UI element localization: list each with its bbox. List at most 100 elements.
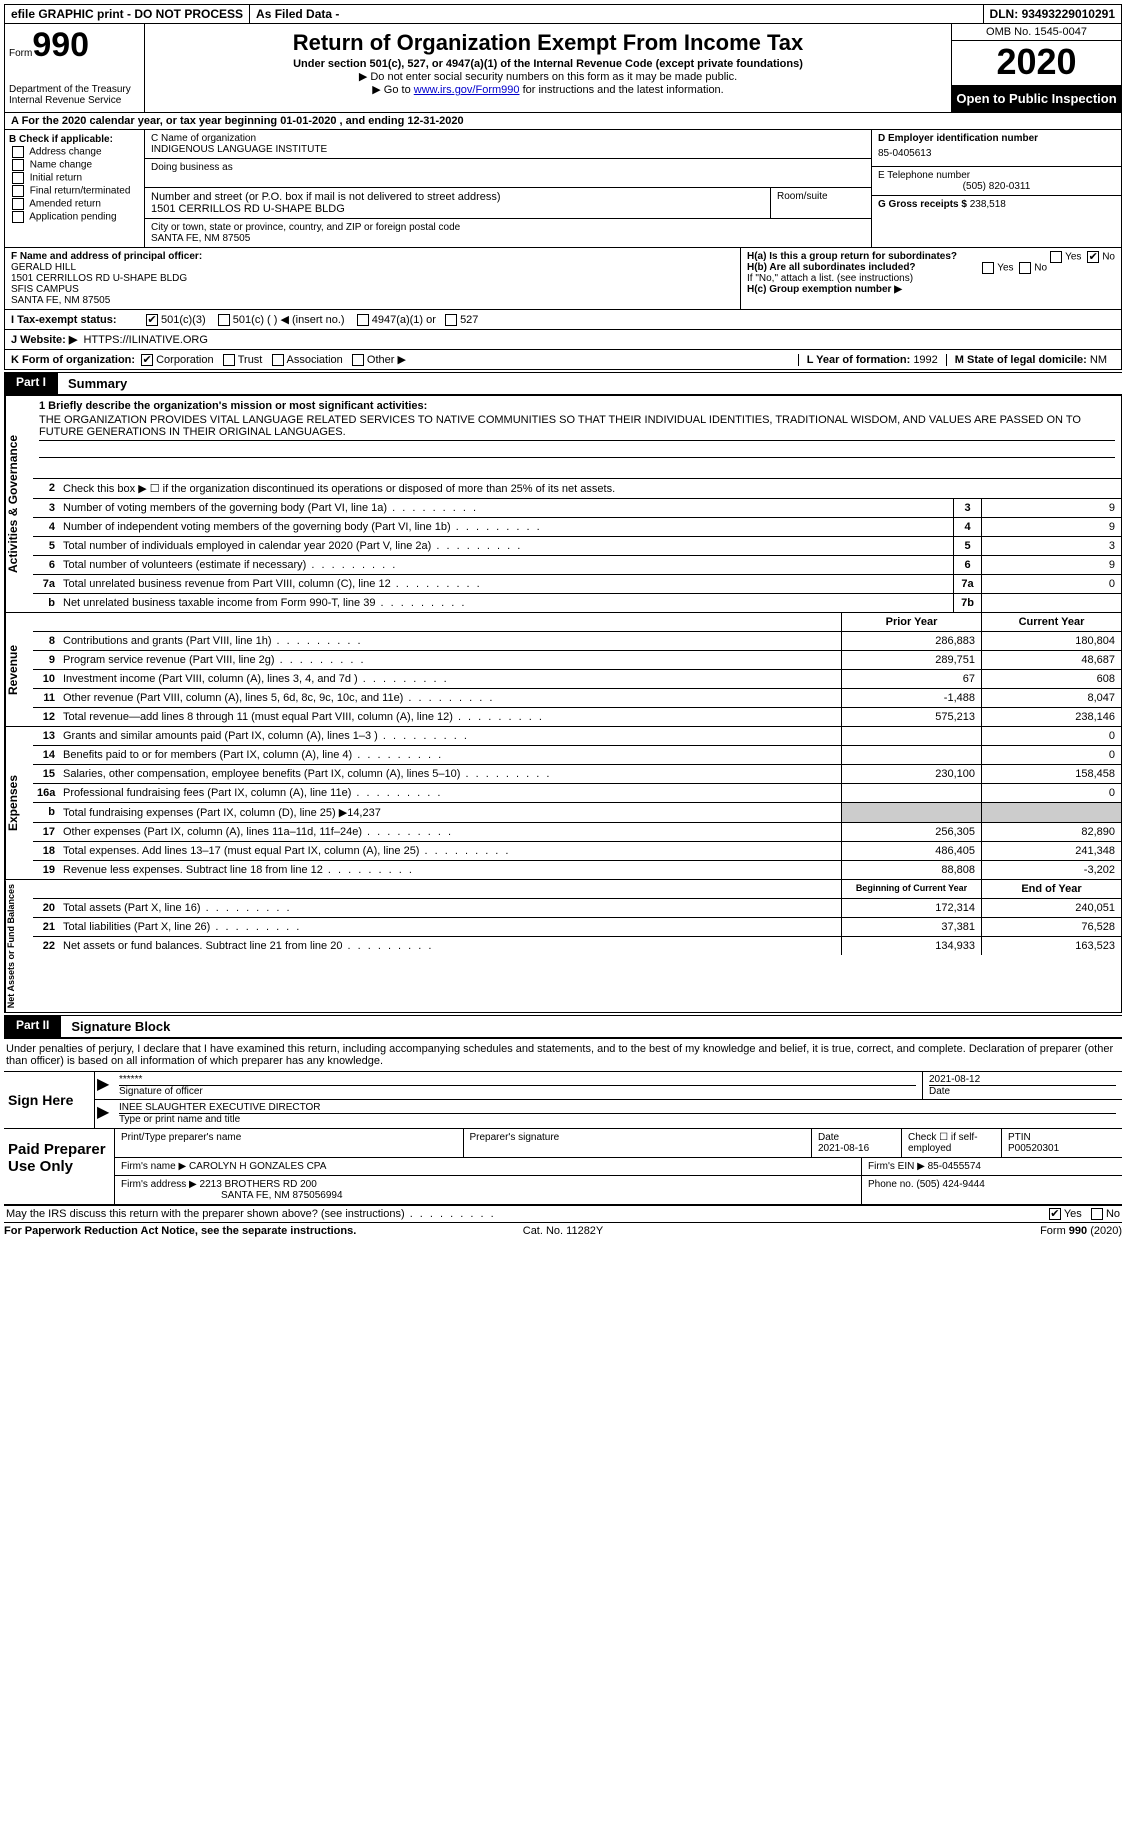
header-left: Form990 Department of the Treasury Inter… [5,24,145,112]
table-row: 14Benefits paid to or for members (Part … [33,746,1121,765]
officer-addr3: SANTA FE, NM 87505 [11,295,734,306]
chk-amended-return[interactable]: Amended return [9,198,140,210]
column-degh: D Employer identification number 85-0405… [871,130,1121,247]
officer-name: GERALD HILL [11,262,734,273]
form-subtitle: Under section 501(c), 527, or 4947(a)(1)… [153,58,943,70]
firm-addr-lbl: Firm's address ▶ [121,1179,197,1190]
vtab-revenue: Revenue [5,613,33,726]
ha-no[interactable] [1087,251,1099,263]
chk-address-change[interactable]: Address change [9,146,140,158]
prep-date: 2021-08-16 [818,1143,869,1154]
firm-phone-lbl: Phone no. [868,1179,914,1190]
column-c: C Name of organization INDIGENOUS LANGUA… [145,130,871,247]
chk-name-change[interactable]: Name change [9,159,140,171]
chk-application-pending[interactable]: Application pending [9,211,140,223]
mission-block: 1 Briefly describe the organization's mi… [33,396,1121,479]
hb-no[interactable] [1019,262,1031,274]
vtab-expenses: Expenses [5,727,33,879]
row-klm: K Form of organization: Corporation Trus… [4,350,1122,370]
phone-box: E Telephone number (505) 820-0311 [872,167,1121,196]
chk-corporation[interactable] [141,354,153,366]
row-fh: F Name and address of principal officer:… [4,248,1122,310]
org-name-box: C Name of organization INDIGENOUS LANGUA… [145,130,871,159]
table-row: 17Other expenses (Part IX, column (A), l… [33,823,1121,842]
irs-discuss-yes[interactable] [1049,1208,1061,1220]
ha-label: H(a) Is this a group return for subordin… [747,251,957,262]
col-b-label: B Check if applicable: [9,134,140,145]
phone-label: E Telephone number [878,170,1115,181]
signature-officer-label: Signature of officer [119,1085,916,1097]
sign-date: 2021-08-12 [929,1074,1116,1085]
firm-addr1: 2213 BROTHERS RD 200 [200,1179,317,1190]
gov-line: 7aTotal unrelated business revenue from … [33,575,1121,594]
table-row: 10Investment income (Part VIII, column (… [33,670,1121,689]
chk-527[interactable] [445,314,457,326]
table-row: 19Revenue less expenses. Subtract line 1… [33,861,1121,879]
chk-other[interactable] [352,354,364,366]
table-row: 12Total revenue—add lines 8 through 11 (… [33,708,1121,726]
gross-label: G Gross receipts $ [878,199,967,210]
form-number: 990 [32,26,89,64]
ptin-lbl: PTIN [1008,1132,1031,1143]
table-row: 18Total expenses. Add lines 13–17 (must … [33,842,1121,861]
may-irs-discuss: May the IRS discuss this return with the… [4,1205,1122,1222]
gov-line: 2Check this box ▶ ☐ if the organization … [33,479,1121,499]
section-expenses: Expenses 13Grants and similar amounts pa… [4,727,1122,880]
chk-501c[interactable] [218,314,230,326]
goto-note: ▶ Go to www.irs.gov/Form990 for instruct… [153,83,943,96]
as-filed-data: As Filed Data - [250,5,984,23]
chk-trust[interactable] [223,354,235,366]
dln-label: DLN: [990,7,1019,21]
net-header-row: Beginning of Current Year End of Year [33,880,1121,899]
table-row: 21Total liabilities (Part X, line 26)37,… [33,918,1121,937]
c-label: C Name of organization [151,133,865,144]
hb-yes[interactable] [982,262,994,274]
gov-line: 6Total number of volunteers (estimate if… [33,556,1121,575]
ein-value: 85-0405613 [878,144,1115,163]
paid-preparer-block: Paid Preparer Use Only Print/Type prepar… [4,1129,1122,1205]
part1-tag: Part I [4,372,58,395]
tax-year: 2020 [952,41,1121,85]
i-label: I Tax-exempt status: [11,314,143,326]
chk-association[interactable] [272,354,284,366]
section-net-assets: Net Assets or Fund Balances Beginning of… [4,880,1122,1013]
irs-discuss-no[interactable] [1091,1208,1103,1220]
table-row: 8Contributions and grants (Part VIII, li… [33,632,1121,651]
addr-label: Number and street (or P.O. box if mail i… [151,191,764,203]
officer-addr1: 1501 CERRILLOS RD U-SHAPE BLDG [11,273,734,284]
dba-label: Doing business as [151,162,865,173]
goto-pre: ▶ Go to [372,84,413,96]
dept-treasury: Department of the Treasury [9,84,140,95]
table-row: 15Salaries, other compensation, employee… [33,765,1121,784]
firm-name-lbl: Firm's name ▶ [121,1161,186,1172]
ha-yes[interactable] [1050,251,1062,263]
website-url: HTTPS://ILINATIVE.ORG [83,334,207,346]
hc-label: H(c) Group exemption number ▶ [747,284,1115,295]
chk-501c3[interactable] [146,314,158,326]
section-governance: Activities & Governance 1 Briefly descri… [4,395,1122,613]
topbar: efile GRAPHIC print - DO NOT PROCESS As … [4,4,1122,24]
gross-value: 238,518 [970,199,1006,210]
chk-initial-return[interactable]: Initial return [9,172,140,184]
omb-number: OMB No. 1545-0047 [952,24,1121,41]
table-row: 16aProfessional fundraising fees (Part I… [33,784,1121,803]
irs-label: Internal Revenue Service [9,95,140,106]
state-domicile: NM [1090,354,1107,366]
chk-final-return[interactable]: Final return/terminated [9,185,140,197]
column-b-checkboxes: B Check if applicable: Address change Na… [5,130,145,247]
header-center: Return of Organization Exempt From Incom… [145,24,951,112]
part2-header: Part II Signature Block [4,1015,1122,1038]
k-label: K Form of organization: [11,354,135,366]
vtab-net: Net Assets or Fund Balances [5,880,33,1012]
table-row: 9Program service revenue (Part VIII, lin… [33,651,1121,670]
m-label: M State of legal domicile: [955,354,1087,366]
chk-4947a1[interactable] [357,314,369,326]
ptin-value: P00520301 [1008,1143,1059,1154]
city-label: City or town, state or province, country… [151,222,865,233]
self-employed-chk[interactable]: Check ☐ if self-employed [902,1129,1002,1157]
org-address: 1501 CERRILLOS RD U-SHAPE BLDG [151,203,764,215]
open-public-badge: Open to Public Inspection [952,85,1121,112]
irs-link[interactable]: www.irs.gov/Form990 [414,84,520,96]
table-row: 20Total assets (Part X, line 16)172,3142… [33,899,1121,918]
org-city: SANTA FE, NM 87505 [151,233,865,244]
